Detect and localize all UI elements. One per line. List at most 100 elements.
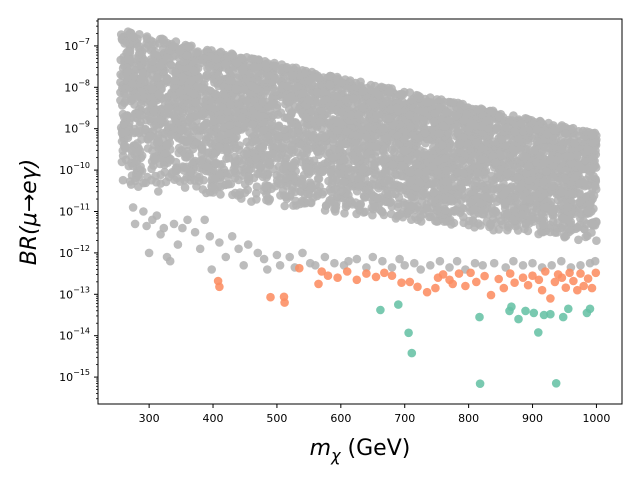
data-point [557,273,567,283]
data-point [252,182,262,191]
data-point [228,66,237,76]
data-point [323,271,333,281]
data-point [368,252,378,262]
data-point [587,283,597,293]
data-point [352,209,361,219]
data-point [280,298,289,307]
data-point [301,112,310,122]
data-point [182,51,191,60]
data-point [266,292,275,302]
data-point [302,128,312,138]
data-point [566,152,575,161]
data-point [314,150,324,160]
data-point [165,155,175,165]
data-point [476,198,486,208]
data-point [550,126,559,135]
data-point [356,115,365,124]
data-point [169,219,179,229]
data-point [342,267,352,276]
data-point [475,379,485,389]
data-point [142,34,151,43]
data-point [250,54,259,64]
data-point [469,205,479,214]
data-point [419,116,429,125]
data-point [574,235,583,245]
data-point [267,121,277,130]
data-point [194,74,204,83]
data-point [466,268,475,278]
data-point [304,95,314,105]
data-point [175,88,184,97]
data-point [229,164,239,174]
data-point [191,98,200,107]
data-point [130,54,140,63]
data-point [221,59,230,69]
data-point [445,263,454,272]
data-point [336,186,346,196]
data-point [459,218,469,228]
data-points-layer [116,27,601,389]
data-point [491,158,501,167]
data-point [539,310,549,320]
data-point [420,189,430,198]
data-point [203,132,212,141]
data-point [501,263,511,272]
data-point [448,174,457,183]
x-tick-label: 1000 [582,412,610,425]
data-point [461,281,470,291]
data-point [449,98,459,107]
data-point [573,223,583,232]
y-tick-label: 10−12 [59,244,90,260]
data-point [537,285,547,295]
data-point [147,57,157,66]
data-point [198,185,208,194]
data-point [489,258,499,268]
data-point [587,228,596,237]
data-point [431,216,440,226]
data-point [269,110,278,120]
data-point [297,157,306,167]
data-point [129,32,138,42]
data-point [242,137,252,147]
data-point [231,84,241,94]
data-point [242,96,252,106]
data-point [462,109,472,119]
data-point [154,187,163,196]
data-point [143,172,152,182]
data-point [573,285,582,295]
data-point [499,283,509,293]
data-point [521,219,530,229]
data-point [278,143,287,152]
data-point [288,71,298,80]
data-point [414,133,424,143]
data-point [407,348,417,358]
data-point [313,88,322,97]
x-axis-title-symbol: m [310,436,331,461]
data-point [557,122,566,132]
x-axis-title-subscript: χ [330,446,341,465]
data-point [349,94,358,103]
data-point [420,150,430,160]
data-point [384,114,394,123]
data-point [117,157,127,167]
data-point [370,202,380,211]
data-point [142,221,151,231]
data-point [488,186,497,195]
data-point [209,116,218,126]
data-point [394,193,404,202]
data-point [447,220,456,229]
data-point [453,168,463,177]
data-point [454,190,463,200]
data-point [553,218,562,227]
data-point [561,283,571,293]
data-point [472,169,482,178]
data-point [232,126,242,135]
data-point [386,197,396,207]
data-point [154,136,163,146]
data-point [183,215,192,225]
data-point [482,192,491,202]
data-point [362,263,371,272]
data-point [259,254,269,264]
data-point [340,209,349,218]
data-point [489,209,498,218]
